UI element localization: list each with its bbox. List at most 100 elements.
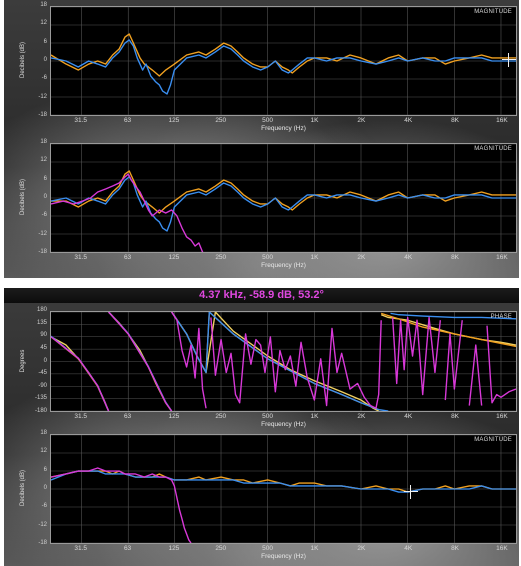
y-tick-label: 12 xyxy=(40,157,47,164)
chart-type-label: PHASE xyxy=(490,314,512,320)
x-tick-label: 500 xyxy=(262,117,274,124)
x-tick-label: 63 xyxy=(123,117,132,124)
x-tick-label: 1K xyxy=(310,254,319,261)
plot-area[interactable]: MAGNITUDE xyxy=(50,434,517,544)
x-tick-label: 16K xyxy=(496,413,508,420)
y-tick-label: -180 xyxy=(34,408,47,414)
phase-chart: PHASE 180 135 90 45 0 -45 -90 -135 -180 31.5 63 125 2… xyxy=(4,304,519,430)
x-tick-label: 125 xyxy=(168,545,180,552)
x-tick-label: 250 xyxy=(215,254,227,261)
series-line-orange xyxy=(51,33,516,77)
y-tick-label: 6 xyxy=(43,175,47,182)
y-axis-label: Degrees xyxy=(20,349,26,372)
x-axis-label: Frequency (Hz) xyxy=(261,262,306,269)
x-axis-label: Frequency (Hz) xyxy=(261,421,306,428)
x-tick-label: 16K xyxy=(496,545,508,552)
x-tick-label: 500 xyxy=(262,545,274,552)
y-tick-label: 6 xyxy=(43,466,47,473)
x-tick-label: 500 xyxy=(262,413,274,420)
x-tick-label: 8K xyxy=(451,545,460,552)
x-tick-label: 250 xyxy=(215,117,227,124)
x-tick-label: 63 xyxy=(123,413,132,420)
x-tick-label: 4K xyxy=(404,117,413,124)
y-tick-label: 18 xyxy=(40,430,47,436)
x-tick-label: 500 xyxy=(262,254,274,261)
x-tick-label: 2K xyxy=(357,545,366,552)
chart-type-label: MAGNITUDE xyxy=(474,9,512,15)
y-tick-label: 18 xyxy=(40,2,47,8)
x-tick-label: 1K xyxy=(310,545,319,552)
x-tick-label: 16K xyxy=(496,254,508,261)
x-tick-label: 4K xyxy=(404,413,413,420)
x-tick-label: 63 xyxy=(123,254,132,261)
cursor-crosshair[interactable] xyxy=(501,53,516,68)
plot-area[interactable]: MAGNITUDE xyxy=(50,6,517,116)
y-tick-label: 18 xyxy=(40,139,47,145)
y-tick-label: -18 xyxy=(38,540,47,546)
x-tick-label: 2K xyxy=(357,254,366,261)
y-tick-label: -135 xyxy=(34,395,47,402)
plot-svg xyxy=(51,7,516,115)
x-tick-label: 8K xyxy=(451,413,460,420)
x-tick-label: 250 xyxy=(215,545,227,552)
series-line-blue xyxy=(51,470,516,493)
y-tick-label: -12 xyxy=(38,521,47,528)
x-axis-label: Frequency (Hz) xyxy=(261,125,306,132)
x-tick-label: 8K xyxy=(451,254,460,261)
x-tick-label: 1K xyxy=(310,117,319,124)
y-tick-label: -12 xyxy=(38,93,47,100)
plot-area[interactable]: PHASE xyxy=(50,311,517,412)
y-tick-label: 12 xyxy=(40,448,47,455)
y-axis-label: Decibels (dB) xyxy=(20,470,26,507)
y-tick-label: 135 xyxy=(36,319,47,326)
x-axis-label: Frequency (Hz) xyxy=(261,553,306,560)
x-tick-label: 250 xyxy=(215,413,227,420)
chart-type-label: MAGNITUDE xyxy=(474,146,512,152)
y-tick-label: 180 xyxy=(36,307,47,313)
chart-type-label: MAGNITUDE xyxy=(474,437,512,443)
series-line-blue xyxy=(51,39,516,95)
y-axis-label: Decibels (dB) xyxy=(20,179,26,216)
x-tick-label: 125 xyxy=(168,254,180,261)
y-tick-label: -12 xyxy=(38,230,47,237)
y-axis-label: Decibels (dB) xyxy=(20,42,26,79)
x-tick-label: 16K xyxy=(496,117,508,124)
x-tick-label: 31.5 xyxy=(74,117,88,124)
y-tick-label: -45 xyxy=(38,370,47,377)
magnitude-chart-3: MAGNITUDE 18 12 6 0 -6 -12 -18 31.5 63 125 250 500 1K… xyxy=(4,430,519,566)
y-tick-label: 6 xyxy=(43,38,47,45)
y-tick-label: -6 xyxy=(41,503,47,510)
x-tick-label: 31.5 xyxy=(74,413,88,420)
plot-area[interactable]: MAGNITUDE xyxy=(50,143,517,253)
x-tick-label: 4K xyxy=(404,545,413,552)
y-tick-label: -18 xyxy=(38,249,47,255)
x-tick-label: 2K xyxy=(357,117,366,124)
plot-svg xyxy=(51,312,516,411)
x-tick-label: 31.5 xyxy=(74,254,88,261)
magnitude-chart-1: MAGNITUDE 18 12 6 0 -6 -12 -18 31.5 63 125 250 500 1K… xyxy=(4,0,519,133)
x-tick-label: 125 xyxy=(168,413,180,420)
cursor-readout: 4.37 kHz, -58.9 dB, 53.2° xyxy=(4,288,519,303)
plot-svg xyxy=(51,435,516,543)
y-tick-label: 0 xyxy=(43,57,47,63)
x-tick-label: 1K xyxy=(310,413,319,420)
series-line-magenta xyxy=(51,312,516,411)
magnitude-chart-2: MAGNITUDE 18 12 6 0 -6 -12 -18 31.5 63 125 250 500 1K… xyxy=(4,139,519,278)
series-line-magenta xyxy=(51,173,204,252)
y-tick-label: 0 xyxy=(43,194,47,200)
y-tick-label: -6 xyxy=(41,75,47,82)
y-tick-label: 90 xyxy=(40,332,47,339)
series-line-magenta xyxy=(51,467,192,543)
x-tick-label: 8K xyxy=(451,117,460,124)
y-tick-label: -18 xyxy=(38,112,47,118)
x-tick-label: 31.5 xyxy=(74,545,88,552)
analyzer-window-top: MAGNITUDE 18 12 6 0 -6 -12 -18 31.5 63 125 250 500 1K… xyxy=(4,0,519,278)
x-tick-label: 2K xyxy=(357,413,366,420)
y-tick-label: 12 xyxy=(40,20,47,27)
y-tick-label: 45 xyxy=(40,344,47,351)
x-tick-label: 63 xyxy=(123,545,132,552)
series-line-orange xyxy=(51,170,516,214)
y-tick-label: -6 xyxy=(41,212,47,219)
cursor-crosshair[interactable] xyxy=(403,484,418,499)
plot-svg xyxy=(51,144,516,252)
